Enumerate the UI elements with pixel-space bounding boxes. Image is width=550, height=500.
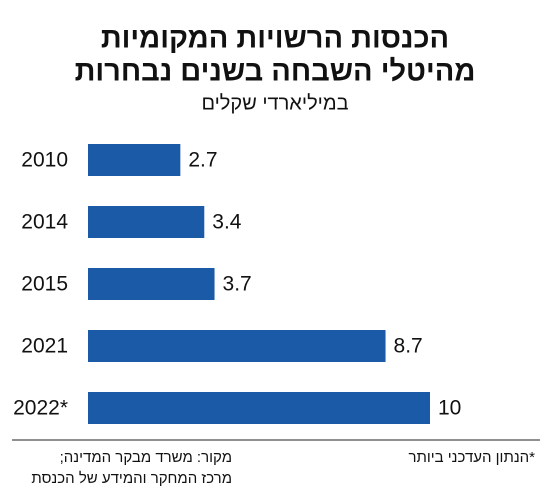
- bar: [88, 330, 386, 362]
- category-label: 2010: [21, 149, 68, 172]
- bar: [88, 144, 181, 176]
- footnote: *הנתון העדכני ביותר: [408, 449, 535, 466]
- category-label: 2014: [21, 211, 68, 234]
- category-label: 2021: [21, 335, 68, 358]
- source: מקור: משרד מבקר המדינה;: [60, 449, 232, 466]
- value-label: 3.4: [212, 211, 242, 234]
- value-label: 2.7: [188, 149, 217, 172]
- bar: [88, 268, 215, 300]
- category-label: 2022*: [13, 397, 68, 420]
- bar: [88, 392, 430, 424]
- chart-title: הכנסות הרשויות המקומיות: [101, 23, 449, 55]
- source: מרכז המחקר והמידע של הכנסת: [31, 470, 232, 487]
- value-label: 3.7: [223, 273, 252, 296]
- chart-subtitle: במיליארדי שקלים: [201, 92, 348, 114]
- category-label: 2015: [21, 273, 68, 296]
- bar: [88, 206, 205, 238]
- value-label: 8.7: [394, 335, 423, 358]
- chart-title: מהיטלי השבחה בשנים נבחרות: [75, 56, 476, 88]
- value-label: 10: [438, 397, 461, 420]
